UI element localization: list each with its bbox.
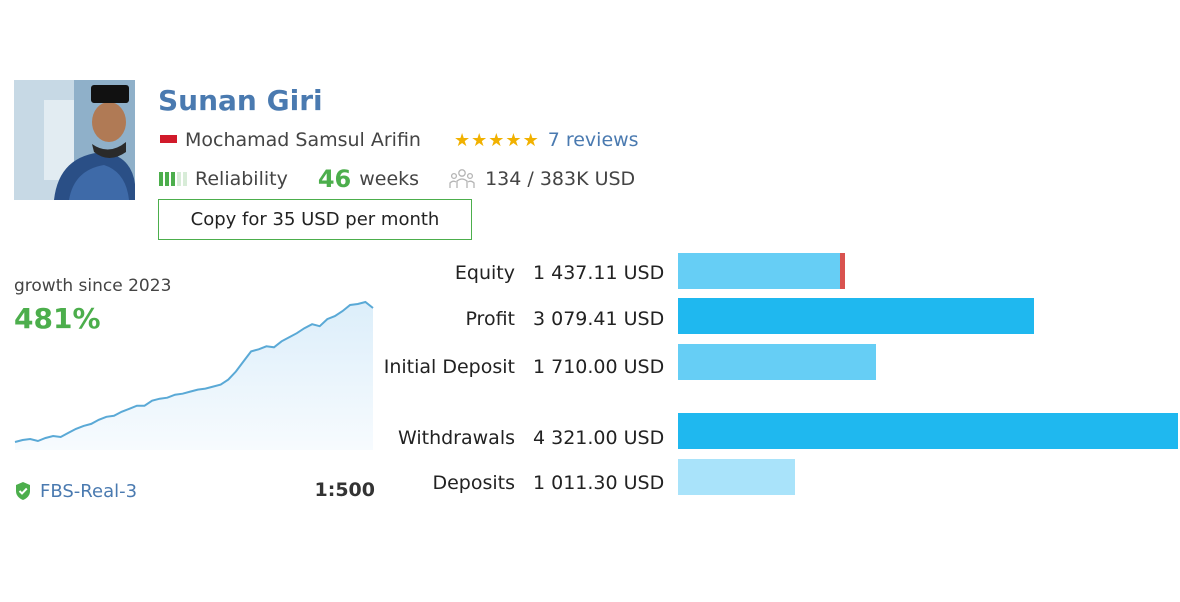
avatar-photo [14, 80, 135, 200]
weeks-label: weeks [359, 168, 420, 190]
reliability-bar [177, 172, 181, 186]
star-icon: ★ [471, 129, 488, 151]
reliability-bar [159, 172, 163, 186]
server-name: FBS-Real-3 [40, 480, 138, 502]
reliability-bars-icon [159, 172, 187, 186]
copy-subscribe-button[interactable]: Copy for 35 USD per month [158, 199, 472, 240]
stat-bar [678, 253, 844, 289]
weeks-value: 46 [317, 165, 352, 193]
stat-value: 1 710.00 USD [533, 356, 665, 378]
stat-label: Deposits [432, 472, 515, 494]
subscribers-icon [449, 169, 475, 188]
stat-value: 4 321.00 USD [533, 427, 665, 449]
reliability-label: Reliability [195, 168, 288, 190]
reviews-link[interactable]: 7 reviews [547, 129, 639, 151]
stats-row: Reliability 46 weeks 134 / 383K USD [159, 165, 635, 193]
reliability-bar [183, 172, 187, 186]
subscribers: 134 / 383K USD [449, 168, 635, 190]
stat-value: 1 437.11 USD [533, 262, 665, 284]
stat-value: 1 011.30 USD [533, 472, 665, 494]
signal-name-link[interactable]: Sunan Giri [158, 84, 323, 117]
stat-label: Equity [454, 262, 515, 284]
reliability-bar [165, 172, 169, 186]
stat-value: 3 079.41 USD [533, 308, 665, 330]
growth-sparkline-chart[interactable] [14, 290, 376, 450]
stat-label: Withdrawals [397, 427, 515, 449]
equity-marker [840, 253, 845, 289]
rating-stars: ★★★★★ [454, 130, 540, 151]
verified-shield-icon [16, 482, 30, 500]
growth-value: 481% [14, 302, 101, 335]
rating: ★★★★★ 7 reviews [454, 128, 639, 152]
author-row: Mochamad Samsul Arifin [160, 128, 421, 152]
star-icon: ★ [505, 129, 522, 151]
star-icon: ★ [454, 129, 471, 151]
stat-bar [678, 459, 795, 495]
stat-bar [678, 413, 1178, 449]
leverage-value: 1:500 [314, 479, 375, 501]
star-icon: ★ [522, 129, 539, 151]
reliability-bar [171, 172, 175, 186]
author-avatar[interactable] [14, 80, 135, 200]
subscribers-text: 134 / 383K USD [485, 168, 636, 190]
stat-label: Profit [465, 308, 515, 330]
author-name[interactable]: Mochamad Samsul Arifin [185, 129, 421, 151]
growth-area [15, 302, 373, 450]
growth-label: growth since 2023 [14, 276, 172, 296]
stat-bar [678, 344, 876, 380]
stat-label: Initial Deposit [383, 356, 515, 378]
growth-line [14, 300, 374, 443]
stat-bar [678, 298, 1034, 334]
indonesia-flag-icon [160, 134, 177, 146]
star-icon: ★ [488, 129, 505, 151]
broker-server-link[interactable]: FBS-Real-3 [14, 479, 137, 503]
